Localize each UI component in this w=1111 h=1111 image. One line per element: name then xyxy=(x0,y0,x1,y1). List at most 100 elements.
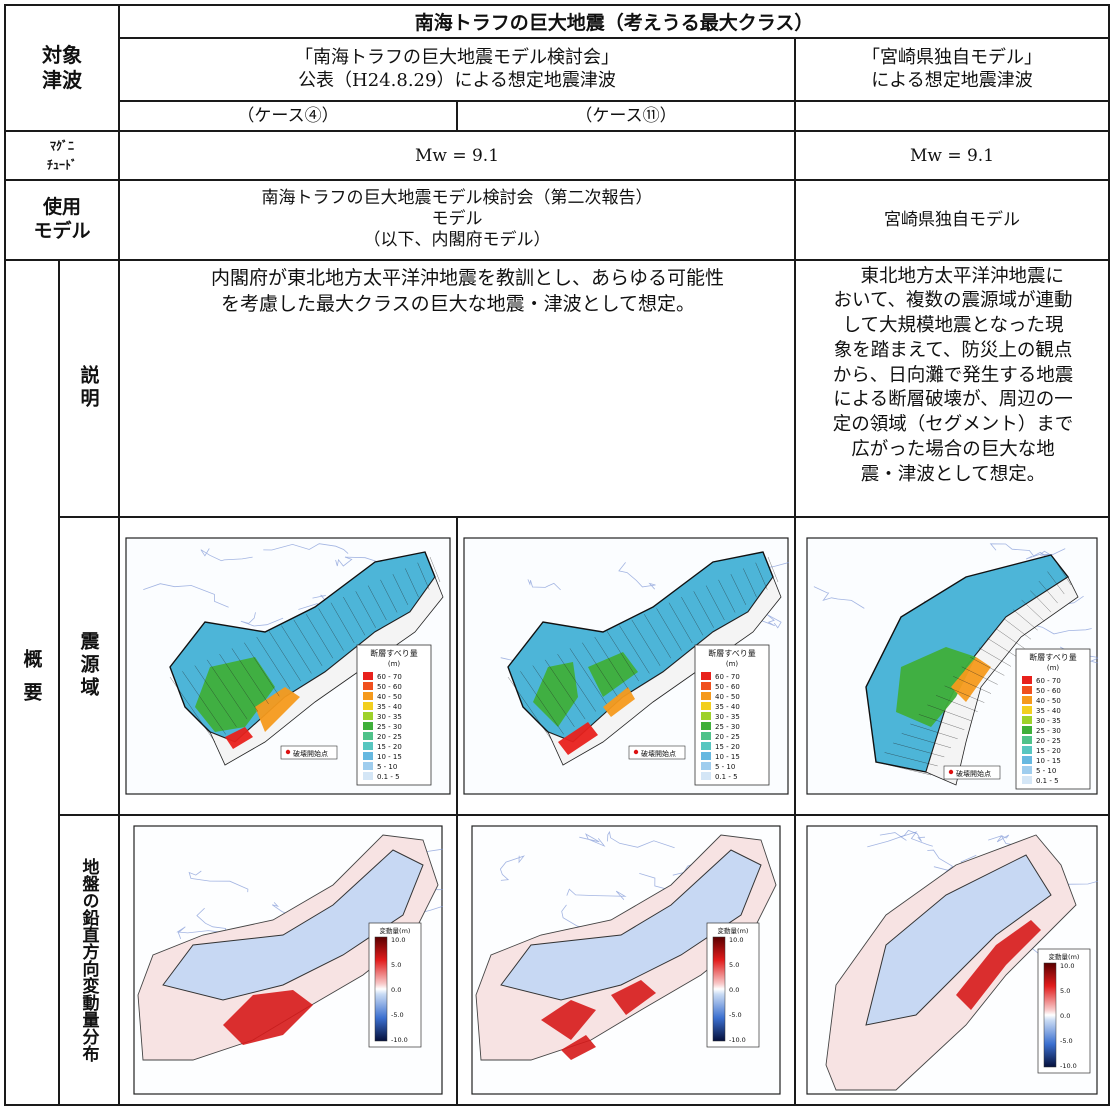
grid-line xyxy=(429,556,441,583)
explanation-label: 説明 xyxy=(77,365,100,412)
slip-legend-range: 15 - 20 xyxy=(715,743,740,751)
grid-line xyxy=(987,637,1018,658)
grid-line xyxy=(1030,590,1052,613)
uplift-area xyxy=(611,979,656,1015)
grid-line xyxy=(1055,561,1072,586)
slip-legend-range: 50 - 60 xyxy=(715,683,740,691)
grid-line xyxy=(1047,571,1065,595)
hypocenter-marker xyxy=(285,749,291,755)
deformation-legend-tick: 5.0 xyxy=(391,961,401,969)
grid-line xyxy=(507,676,554,743)
slip-legend-range: 15 - 20 xyxy=(377,743,402,751)
cabinet-group-line2: 公表（H24.8.29）による想定地震津波 xyxy=(298,70,616,92)
subsidence-area xyxy=(865,854,1052,1026)
coastline xyxy=(200,548,253,562)
slip-legend-swatch xyxy=(701,751,711,760)
grid-line xyxy=(681,596,704,636)
miyazaki-desc-line: 定の領域（セグメント）まで xyxy=(832,414,1074,436)
case11-deformation-cell: 変動量(m) 10.0 5.0 0.0 -5.0 -10.0 xyxy=(456,813,796,1107)
slip-legend-swatch xyxy=(701,681,711,690)
grid-line xyxy=(693,591,714,628)
grid-line xyxy=(594,636,629,689)
uplift-area xyxy=(956,919,1042,1010)
grid-line xyxy=(417,562,430,590)
slip-legend-range: 35 - 40 xyxy=(715,703,740,711)
grid-line xyxy=(268,631,301,682)
slip-legend-swatch xyxy=(1022,745,1033,754)
deformation-legend: 変動量(m)10.0 5.0 0.0 -5.0 -10.0 xyxy=(1037,948,1091,1074)
magnitude-label-line1: ﾏｸﾞﾆ xyxy=(49,138,74,153)
slip-legend-swatch xyxy=(1022,685,1033,694)
deformation-label: 地盤の鉛直方向変動量分布 xyxy=(78,857,99,1062)
miyazaki-source-area-map: 断層すべり量 (m) 60 - 70 50 - 60 40 - 50 35 - 40 30 … xyxy=(806,537,1099,795)
cabinet-model-cell: 南海トラフの巨大地震モデル検討会（第二次報告） モデル （以下、内閣府モデル） xyxy=(118,179,796,261)
deformation-legend-tick: -5.0 xyxy=(1060,1037,1073,1045)
grid-line xyxy=(918,714,965,730)
hypocenter-marker xyxy=(948,769,954,775)
grid-line xyxy=(656,608,682,651)
miyazaki-group-line1: 「宮崎県独自モデル」 xyxy=(862,46,1043,68)
case4-source-area-map: 断層すべり量 (m) 60 - 70 50 - 60 40 - 50 35 - 40 30 … xyxy=(125,537,451,795)
target-tsunami-label-line2: 津波 xyxy=(42,68,82,93)
slip-legend-range: 0.1 - 5 xyxy=(377,773,400,781)
deformation-legend-tick: 10.0 xyxy=(1060,962,1074,970)
deformation-legend-tick: 0.0 xyxy=(1060,1012,1070,1020)
slip-patch xyxy=(255,686,300,732)
slip-legend-unit: (m) xyxy=(388,660,401,668)
grid-line xyxy=(705,585,725,621)
slip-legend-swatch xyxy=(1022,735,1033,744)
slip-legend-range: 10 - 15 xyxy=(377,753,402,761)
grid-line xyxy=(169,676,216,743)
slip-patch xyxy=(951,656,992,702)
hypocenter-marker xyxy=(633,749,639,755)
slip-legend-range: 25 - 30 xyxy=(377,723,402,731)
case4-deformation-cell: 変動量(m) 10.0 5.0 0.0 -5.0 -10.0 xyxy=(118,813,458,1107)
deformation-legend-tick: 10.0 xyxy=(729,936,743,944)
slip-legend-range: 35 - 40 xyxy=(377,703,402,711)
grid-line xyxy=(1021,599,1045,622)
target-tsunami-label-cell: 対象 津波 xyxy=(4,3,120,133)
coastline xyxy=(989,543,1051,560)
slip-legend-swatch xyxy=(363,701,373,710)
grid-line xyxy=(953,676,992,694)
slip-legend-range: 60 - 70 xyxy=(377,673,402,681)
deformation-legend-tick: -5.0 xyxy=(729,1011,742,1019)
hypocenter-note-box xyxy=(628,745,686,760)
slip-legend-unit: (m) xyxy=(726,660,739,668)
grid-line xyxy=(343,596,366,636)
deformation-legend-title: 変動量(m) xyxy=(380,926,411,935)
coastline xyxy=(754,614,782,629)
grid-line xyxy=(206,659,248,720)
coastline xyxy=(607,830,675,849)
deformation-legend-title: 変動量(m) xyxy=(1049,952,1080,961)
cabinet-group-line1: 「南海トラフの巨大地震モデル検討会」 xyxy=(295,46,619,68)
deformation-legend-tick: -10.0 xyxy=(729,1036,746,1044)
coastline xyxy=(618,562,656,590)
cabinet-desc-line: を考慮した最大クラスの巨大な地震・津波として想定。 xyxy=(220,292,696,315)
slip-legend-range: 40 - 50 xyxy=(1036,697,1061,705)
slip-legend-swatch xyxy=(1022,765,1033,774)
slip-legend-range: 20 - 25 xyxy=(715,733,740,741)
deformation-legend-tick: -10.0 xyxy=(1060,1062,1077,1070)
slip-legend-swatch xyxy=(701,711,711,720)
miyazaki-case-empty xyxy=(793,99,1111,133)
slip-legend-range: 10 - 15 xyxy=(1036,757,1061,765)
coastline xyxy=(867,829,926,848)
hypocenter-note-box xyxy=(943,765,1001,780)
coastline xyxy=(527,579,561,591)
miyazaki-group-line2: による想定地震津波 xyxy=(871,70,1033,92)
grid-line xyxy=(557,653,597,712)
slip-legend: 断層すべり量 (m) 60 - 70 50 - 60 40 - 50 35 - 40 30 … xyxy=(694,644,770,786)
coastline xyxy=(566,888,627,900)
grid-line xyxy=(730,573,747,605)
coastline xyxy=(143,583,229,608)
grid-line xyxy=(520,671,564,735)
miyazaki-desc-line: して大規模地震となった現 xyxy=(842,315,1064,337)
slip-legend-range: 5 - 10 xyxy=(377,763,397,771)
uplift-area xyxy=(541,999,596,1040)
slip-legend-swatch xyxy=(363,751,373,760)
slip-legend-swatch xyxy=(1022,725,1033,734)
slip-legend-swatch xyxy=(363,761,373,770)
slip-legend-range: 15 - 20 xyxy=(1036,747,1061,755)
cabinet-model-line1: 南海トラフの巨大地震モデル検討会（第二次報告） xyxy=(261,187,653,208)
